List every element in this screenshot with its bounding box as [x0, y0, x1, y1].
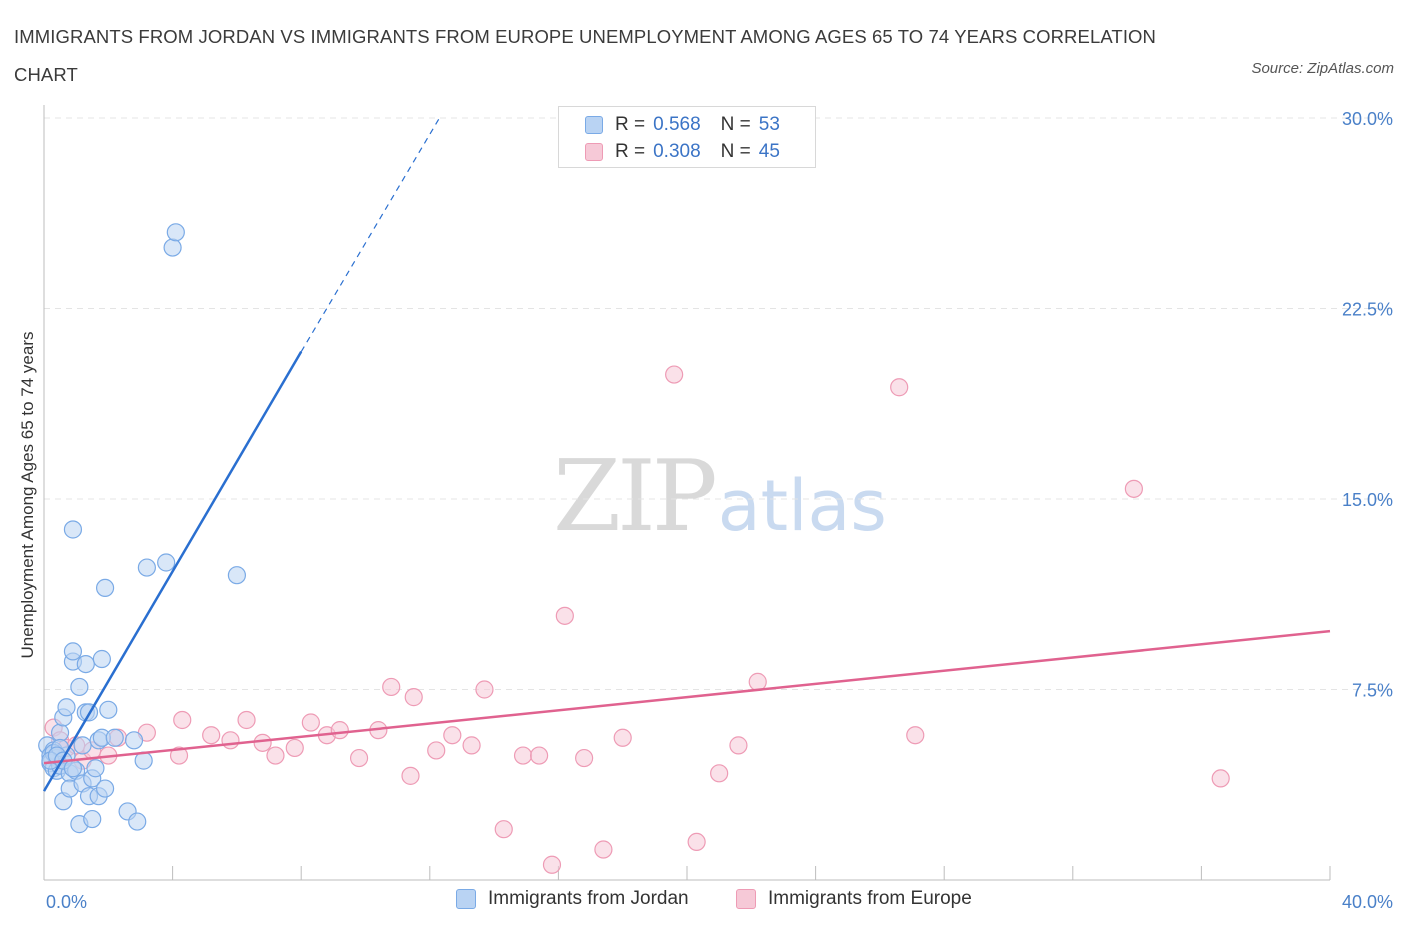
europe-r-value: 0.308: [653, 141, 701, 162]
europe-point: [729, 736, 748, 755]
europe-point: [687, 832, 706, 852]
jordan-point: [124, 731, 144, 750]
europe-point: [1124, 479, 1143, 498]
jordan-n-label: N =: [720, 114, 751, 135]
jordan-legend-label: Immigrants from Jordan: [488, 888, 689, 909]
europe-point: [221, 731, 240, 750]
jordan-point: [50, 723, 70, 742]
jordan-point: [70, 677, 89, 697]
europe-point: [462, 736, 481, 755]
source-label: Source: ZipAtlas.com: [1251, 60, 1394, 77]
y-tick-labels: 7.5% 15.0% 22.5% 30.0%: [1342, 109, 1393, 701]
europe-point: [748, 672, 767, 691]
europe-point: [266, 746, 285, 765]
europe-point: [237, 710, 256, 730]
y-axis-title: Unemployment Among Ages 65 to 74 years: [18, 332, 37, 659]
europe-r-label: R =: [615, 141, 646, 162]
europe-legend-swatch: [736, 889, 756, 909]
legend-row-europe: R = 0.308 N = 45: [585, 139, 780, 165]
europe-point: [530, 746, 549, 765]
jordan-r-value: 0.568: [653, 114, 701, 135]
europe-point: [513, 746, 533, 765]
jordan-point: [95, 779, 115, 798]
y-tick-label: 30.0%: [1342, 109, 1393, 129]
europe-point: [890, 378, 909, 397]
jordan-point: [63, 520, 83, 539]
jordan-point: [99, 700, 118, 719]
europe-legend-label: Immigrants from Europe: [768, 888, 972, 909]
jordan-n-value: 53: [758, 114, 780, 135]
series-legend: Immigrants from Jordan Immigrants from E…: [0, 888, 1406, 916]
y-tick-label: 7.5%: [1352, 681, 1393, 701]
legend-item-jordan[interactable]: Immigrants from Jordan: [456, 888, 689, 910]
jordan-point: [92, 649, 111, 669]
watermark-zip: ZIP: [553, 440, 718, 554]
europe-n-label: N =: [720, 141, 751, 162]
europe-point: [253, 733, 272, 752]
y-tick-label: 15.0%: [1342, 490, 1393, 510]
europe-point: [475, 680, 494, 699]
chart-title: IMMIGRANTS FROM JORDAN VS IMMIGRANTS FRO…: [14, 26, 1157, 85]
jordan-point: [128, 812, 147, 831]
jordan-point: [163, 238, 182, 257]
europe-point: [301, 713, 320, 732]
europe-points: [44, 365, 1230, 874]
europe-point: [330, 721, 349, 740]
jordan-point: [76, 654, 95, 674]
europe-n-value: 45: [758, 141, 780, 162]
europe-point: [906, 726, 925, 745]
europe-point: [665, 365, 684, 384]
correlation-legend: R = 0.568 N = 53 R = 0.308 N = 45: [558, 106, 816, 168]
europe-point: [594, 840, 613, 859]
europe-point: [349, 748, 369, 768]
jordan-point: [105, 728, 124, 747]
legend-row-jordan: R = 0.568 N = 53: [585, 112, 780, 138]
x-tick-label-max: 40.0%: [1342, 892, 1393, 912]
jordan-point: [57, 698, 76, 717]
jordan-points: [38, 223, 246, 834]
jordan-legend-swatch: [456, 889, 476, 909]
x-tick-marks: [43, 866, 1331, 880]
europe-point: [494, 820, 513, 839]
europe-point: [285, 738, 304, 758]
jordan-r-label: R =: [615, 114, 646, 135]
y-tick-label: 22.5%: [1342, 300, 1393, 320]
europe-point: [382, 677, 401, 697]
jordan-point: [157, 553, 176, 572]
jordan-point: [95, 578, 115, 598]
gridlines: [44, 117, 1395, 690]
jordan-point: [227, 566, 246, 585]
europe-point: [427, 741, 446, 760]
europe-point: [575, 748, 594, 768]
europe-point: [613, 728, 632, 747]
europe-point: [1211, 769, 1230, 788]
europe-point: [401, 766, 420, 785]
europe-trend-line: [43, 629, 1331, 765]
europe-point: [404, 688, 423, 707]
europe-swatch: [585, 143, 603, 161]
europe-point: [542, 855, 562, 874]
jordan-trend-line: [42, 351, 303, 792]
jordan-trend-extension: [300, 117, 440, 352]
europe-point: [202, 726, 221, 745]
watermark-atlas: atlas: [717, 465, 887, 547]
jordan-point: [166, 223, 185, 242]
jordan-point: [73, 736, 92, 755]
trend-lines: [42, 117, 1331, 792]
europe-point: [443, 726, 462, 745]
x-tick-label-min: 0.0%: [46, 892, 87, 912]
watermark: ZIPatlas: [553, 440, 887, 554]
europe-point: [173, 710, 192, 730]
jordan-point: [83, 809, 102, 829]
legend-item-europe[interactable]: Immigrants from Europe: [736, 888, 972, 910]
europe-point: [169, 746, 189, 765]
europe-point: [555, 606, 574, 625]
europe-point: [710, 764, 729, 783]
jordan-swatch: [585, 116, 603, 134]
jordan-point: [63, 759, 83, 778]
jordan-point: [63, 642, 83, 661]
jordan-point: [137, 558, 156, 577]
jordan-point: [86, 759, 105, 778]
